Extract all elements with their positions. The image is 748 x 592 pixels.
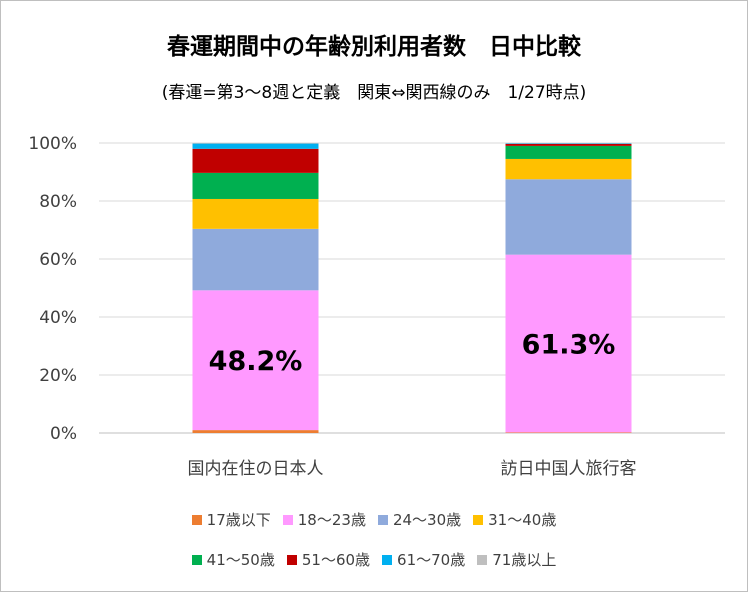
legend-label: 17歳以下 <box>206 511 271 529</box>
bar-segment <box>505 179 632 255</box>
legend-swatch <box>191 554 202 565</box>
legend-swatch <box>286 554 297 565</box>
legend-row-2: 41～50歳 51～60歳 61～70歳 71歳以上 <box>1 549 747 570</box>
bar-segment <box>192 228 319 291</box>
bar-segment <box>192 430 319 433</box>
legend-swatch <box>477 554 488 565</box>
legend-item: 18～23歳 <box>282 509 366 530</box>
legend-label: 51～60歳 <box>301 551 371 569</box>
y-tick-label: 0% <box>50 424 77 444</box>
bar-segment <box>192 172 319 199</box>
y-tick-label: 40% <box>39 308 77 328</box>
bar-segment <box>505 432 632 433</box>
y-tick-label: 20% <box>39 366 77 386</box>
bar-segment <box>505 143 632 146</box>
legend-label: 31～40歳 <box>488 511 557 529</box>
x-tick-label: 国内在住の日本人 <box>188 459 324 479</box>
legend-swatch <box>191 514 202 525</box>
y-tick-label: 80% <box>39 192 77 212</box>
legend-item: 31～40歳 <box>473 509 556 530</box>
bar-segment <box>192 143 319 149</box>
legend-swatch <box>282 514 293 525</box>
bar-segment <box>505 145 632 159</box>
data-label: 48.2% <box>209 346 303 377</box>
legend-row-1: 17歳以下 18～23歳 24～30歳 31～40歳 <box>1 509 747 530</box>
bar-segment <box>192 143 319 144</box>
bar-segment <box>505 143 632 144</box>
legend-label: 41～50歳 <box>206 551 275 569</box>
y-tick-label: 100% <box>28 134 77 154</box>
legend-item: 17歳以下 <box>191 509 271 530</box>
bar-segment <box>192 198 319 229</box>
bar-segment <box>505 158 632 180</box>
legend-label: 71歳以上 <box>492 551 557 569</box>
legend-swatch <box>382 554 393 565</box>
data-label: 61.3% <box>522 330 616 361</box>
bar-segment <box>505 254 632 433</box>
legend-label: 24～30歳 <box>392 511 462 529</box>
legend-item: 24～30歳 <box>377 509 462 530</box>
legend-item: 51～60歳 <box>286 549 371 570</box>
bar-segment <box>192 290 319 431</box>
legend-item: 41～50歳 <box>191 549 275 570</box>
legend-swatch <box>473 514 484 525</box>
legend-item: 61～70歳 <box>382 549 465 570</box>
legend-item: 71歳以上 <box>477 549 556 570</box>
chart-title: 春運期間中の年齢別利用者数 日中比較 <box>167 34 581 60</box>
chart-subtitle: (春運=第3～8週と定義 関東⇔関西線のみ 1/27時点) <box>161 83 587 103</box>
y-tick-label: 60% <box>39 250 77 270</box>
bar-segment <box>192 148 319 173</box>
legend-label: 18～23歳 <box>297 511 366 529</box>
legend-label: 61～70歳 <box>397 551 466 569</box>
x-tick-label: 訪日中国人旅行客 <box>501 459 637 479</box>
legend-swatch <box>377 514 388 525</box>
